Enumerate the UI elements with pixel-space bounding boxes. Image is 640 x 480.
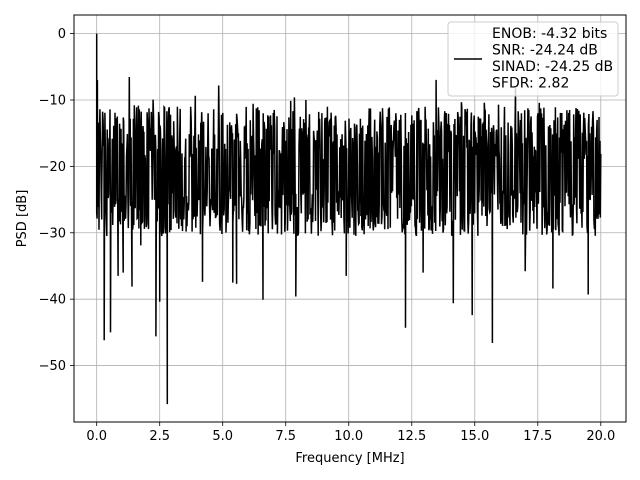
y-tick-label: 0 (58, 27, 66, 42)
series-layer (95, 33, 602, 405)
y-axis: 0 −10 −20 −30 −40 −50 (39, 27, 74, 374)
plot-frame (73, 14, 627, 423)
x-tick-label: 10.0 (334, 429, 363, 444)
y-tick-label: −30 (39, 226, 66, 241)
x-tick-label: 0.0 (86, 429, 107, 444)
y-tick-label: −50 (39, 359, 66, 374)
x-tick-label: 7.5 (275, 429, 296, 444)
y-tick-label: −10 (39, 93, 66, 108)
x-axis-label: Frequency [MHz] (295, 451, 404, 466)
series-line-psd (95, 33, 602, 405)
y-axis-label: PSD [dB] (15, 190, 30, 248)
y-tick-label: −20 (39, 160, 66, 175)
x-tick-label: 20.0 (586, 429, 615, 444)
legend-line: SNR: -24.24 dB (492, 43, 598, 59)
legend-line: ENOB: -4.32 bits (492, 26, 607, 42)
x-tick-label: 17.5 (523, 429, 552, 444)
x-tick-label: 12.5 (397, 429, 426, 444)
legend-line: SINAD: -24.25 dB (492, 59, 613, 75)
y-tick-label: −40 (39, 293, 66, 308)
legend-box (447, 21, 619, 97)
legend-line: SFDR: 2.82 (492, 76, 569, 92)
x-tick-label: 2.5 (149, 429, 170, 444)
x-tick-label: 5.0 (212, 429, 233, 444)
x-tick-label: 15.0 (460, 429, 489, 444)
x-axis: 0.0 2.5 5.0 7.5 10.0 12.5 15.0 17.5 20.0 (86, 422, 615, 444)
